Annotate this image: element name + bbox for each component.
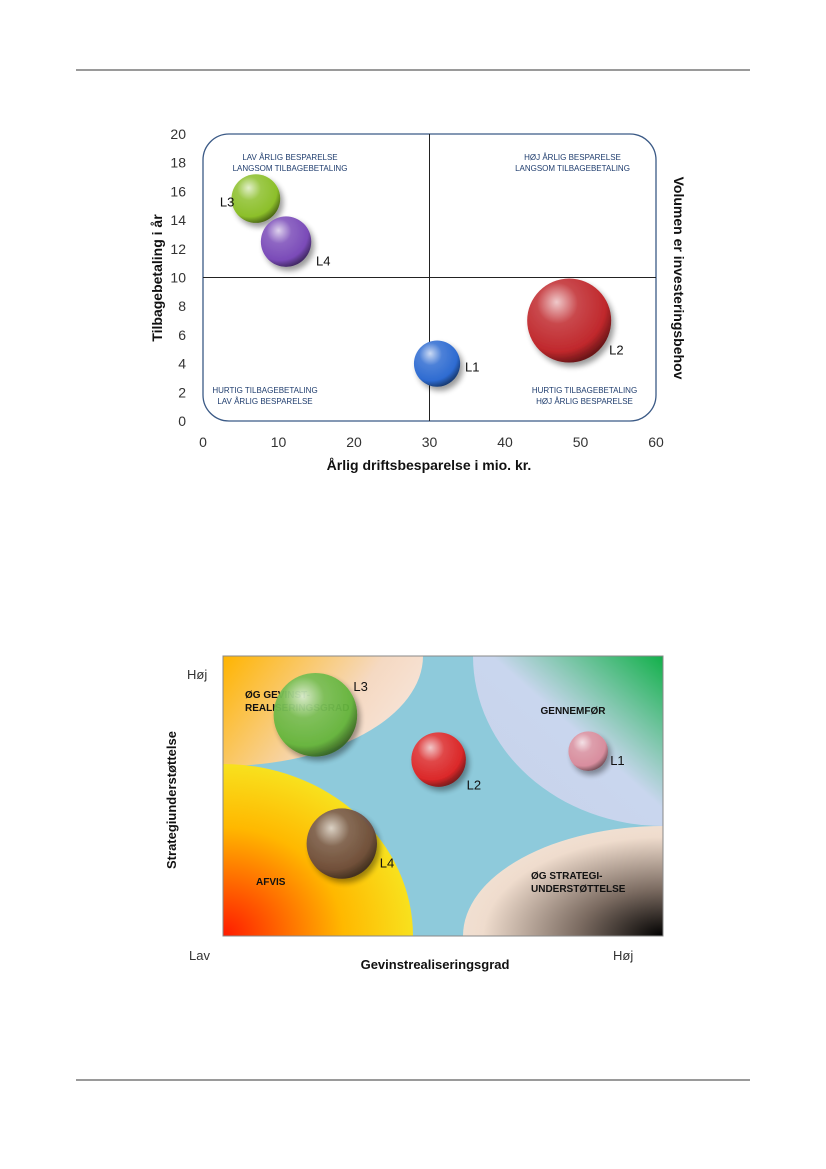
x-axis-title-2: Gevinstrealiseringsgrad [361, 957, 510, 972]
x-tick-label: 40 [497, 434, 513, 450]
x-axis-title: Årlig driftsbesparelse i mio. kr. [327, 457, 532, 473]
bubble-label-l2: L2 [467, 778, 481, 793]
quadrant-label: LANGSOM TILBAGEBETALING [515, 164, 630, 173]
zone-label: REALISERINGSGRAD [245, 703, 349, 714]
footer-rule [76, 1079, 750, 1081]
zone-label: GENNEMFØR [541, 706, 607, 717]
y-axis-title: Tilbagebetaling i år [149, 214, 165, 342]
quadrant-label: LANGSOM TILBAGEBETALING [233, 164, 348, 173]
quadrant-label: HØJ ÅRLIG BESPARELSE [524, 153, 621, 162]
bubble-label-l1: L1 [465, 360, 479, 375]
zone-bottom-left [223, 764, 413, 936]
y-tick-label: 4 [178, 356, 186, 372]
y-tick-label: 8 [178, 298, 186, 314]
bubble-l2 [411, 732, 466, 787]
quadrant-label: HØJ ÅRLIG BESPARELSE [536, 397, 633, 406]
y-tick-label: 2 [178, 384, 186, 400]
bubble-l4 [260, 216, 312, 267]
zone-bottom-right [463, 826, 663, 936]
y-high-label: Høj [187, 667, 207, 682]
y-tick-label: 12 [170, 241, 186, 257]
bubble-l3 [273, 673, 358, 757]
bubble-l2 [527, 278, 612, 363]
bubble-l1 [413, 340, 461, 387]
zone-top-right [473, 656, 663, 826]
zone-top-left [223, 656, 423, 766]
y-tick-label: 16 [170, 183, 186, 199]
zone-label: UNDERSTØTTELSE [531, 884, 626, 895]
y-tick-label: 0 [178, 413, 186, 429]
x-low-label: Lav [189, 948, 210, 963]
x-tick-label: 10 [271, 434, 287, 450]
quadrant-label: HURTIG TILBAGEBETALING [212, 386, 317, 395]
quadrant-label: LAV ÅRLIG BESPARELSE [217, 397, 312, 406]
x-high-label: Høj [613, 948, 633, 963]
bubble-chart-savings-payback: 0 10 20 30 40 50 60 0 2 4 6 8 10 12 14 16 18 20 LAV ÅRLIG… [149, 126, 687, 473]
y-tick-label: 6 [178, 327, 186, 343]
header-rule [76, 69, 750, 71]
x-tick-label: 30 [422, 434, 438, 450]
bubble-label-l3: L3 [220, 195, 234, 210]
zone-label: AFVIS [256, 877, 286, 888]
y-tick-label: 18 [170, 155, 186, 171]
zone-label: ØG GEVINST- [245, 690, 310, 701]
bubble-l4 [306, 808, 377, 879]
x-tick-label: 60 [648, 434, 664, 450]
x-tick-label: 20 [346, 434, 362, 450]
y-tick-label: 10 [170, 270, 186, 286]
x-tick-label: 50 [573, 434, 589, 450]
x-tick-label: 0 [199, 434, 207, 450]
quadrant-label: LAV ÅRLIG BESPARELSE [242, 153, 337, 162]
bubble-label-l4: L4 [316, 254, 330, 269]
bubble-label-l4: L4 [380, 856, 394, 871]
bubble-label-l2: L2 [609, 343, 623, 358]
y-axis-right-title: Volumen er investeringsbehov [671, 177, 687, 380]
y-axis-title-2: Strategiunderstøttelse [164, 731, 179, 869]
y-tick-label: 20 [170, 126, 186, 142]
quadrant-label: HURTIG TILBAGEBETALING [532, 386, 637, 395]
bubble-label-l1: L1 [610, 753, 624, 768]
center-zone [223, 656, 663, 936]
bubble-l3 [231, 174, 281, 223]
bubble-l1 [568, 731, 608, 771]
bubble-label-l3: L3 [353, 679, 367, 694]
y-tick-label: 14 [170, 212, 186, 228]
zone-label: ØG STRATEGI- [531, 871, 602, 882]
